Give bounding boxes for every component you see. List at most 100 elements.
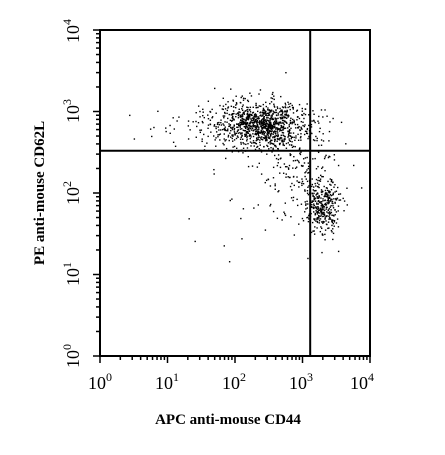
data-point-885 (296, 116, 299, 118)
data-point-1460 (307, 172, 309, 174)
data-point-1557 (276, 164, 279, 167)
data-point-682 (276, 107, 279, 110)
data-point-1454 (315, 185, 317, 187)
data-point-1593 (323, 157, 326, 160)
data-point-1526 (285, 173, 287, 175)
data-point-1531 (301, 184, 303, 187)
data-point-170 (224, 121, 226, 123)
data-point-1318 (326, 223, 328, 226)
data-point-1202 (319, 201, 322, 203)
data-point-947 (256, 128, 258, 131)
data-point-1 (310, 123, 313, 126)
data-point-995 (224, 108, 227, 110)
data-point-930 (220, 129, 222, 131)
data-point-232 (274, 145, 276, 147)
data-point-817 (271, 139, 273, 142)
data-point-137 (305, 132, 308, 134)
data-point-329 (273, 98, 275, 101)
data-point-749 (298, 125, 300, 128)
data-point-534 (304, 108, 307, 110)
data-point-662 (270, 134, 272, 136)
data-point-1021 (246, 122, 249, 125)
data-point-1244 (317, 203, 320, 205)
data-point-1199 (317, 208, 319, 210)
data-point-789 (246, 135, 248, 138)
data-point-547 (267, 119, 269, 122)
data-point-486 (243, 143, 245, 145)
data-point-209 (237, 129, 239, 131)
data-point-1108 (215, 125, 217, 128)
data-point-1190 (323, 221, 325, 223)
data-point-1329 (318, 201, 321, 204)
data-point-424 (258, 126, 260, 129)
data-point-312 (228, 125, 230, 128)
data-point-267 (283, 123, 285, 126)
data-point-1609 (322, 234, 324, 236)
data-point-299 (277, 135, 279, 137)
data-point-1052 (253, 116, 256, 118)
data-point-859 (275, 119, 277, 121)
data-point-1564 (293, 184, 295, 187)
data-point-648 (254, 125, 257, 127)
data-point-1546 (282, 144, 284, 146)
data-point-949 (256, 138, 258, 140)
data-point-964 (287, 106, 289, 109)
data-point-1528 (297, 181, 300, 184)
data-point-874 (230, 136, 232, 138)
data-point-1644 (213, 173, 215, 175)
data-point-219 (237, 126, 239, 129)
data-point-1343 (323, 213, 326, 215)
data-point-301 (258, 93, 260, 95)
data-point-82 (246, 140, 248, 142)
data-point-241 (217, 134, 219, 136)
data-point-1653 (220, 119, 222, 121)
data-point-1507 (321, 167, 323, 170)
data-point-1395 (315, 197, 317, 199)
data-point-1420 (324, 218, 326, 220)
data-point-353 (263, 127, 265, 129)
data-point-53 (269, 136, 271, 138)
data-point-177 (273, 130, 275, 133)
data-point-1194 (314, 218, 316, 220)
data-point-1523 (292, 167, 294, 169)
data-point-1445 (323, 195, 325, 198)
data-point-1549 (306, 180, 309, 183)
data-point-1422 (322, 200, 324, 202)
data-point-863 (268, 121, 270, 123)
data-point-759 (225, 139, 227, 141)
data-point-663 (241, 122, 243, 124)
data-point-890 (270, 139, 272, 142)
data-point-1410 (322, 204, 324, 207)
data-point-1072 (275, 118, 278, 120)
data-point-1049 (239, 122, 241, 124)
data-point-678 (262, 131, 265, 133)
data-point-781 (254, 116, 257, 118)
data-point-87 (251, 117, 254, 119)
data-point-1314 (337, 250, 340, 253)
data-point-81 (284, 166, 287, 168)
data-point-1423 (333, 221, 336, 223)
data-point-841 (296, 123, 299, 126)
data-point-748 (282, 106, 285, 109)
data-point-314 (273, 105, 275, 107)
data-point-423 (218, 129, 220, 131)
data-point-571 (241, 128, 243, 130)
data-point-271 (260, 129, 262, 132)
data-point-1340 (328, 201, 330, 204)
data-point-245 (279, 116, 281, 119)
data-point-1071 (235, 115, 237, 118)
data-point-555 (222, 115, 224, 117)
data-point-980 (268, 131, 270, 133)
data-point-264 (283, 127, 286, 130)
data-point-942 (224, 112, 226, 115)
data-point-1109 (271, 130, 273, 132)
data-point-1122 (316, 208, 318, 210)
data-point-1250 (308, 214, 310, 217)
data-point-1374 (307, 220, 310, 223)
data-point-974 (224, 140, 226, 142)
data-point-166 (233, 125, 235, 127)
data-point-1473 (278, 190, 280, 192)
data-point-1488 (324, 156, 326, 158)
data-point-963 (221, 128, 224, 131)
data-point-554 (295, 110, 298, 112)
